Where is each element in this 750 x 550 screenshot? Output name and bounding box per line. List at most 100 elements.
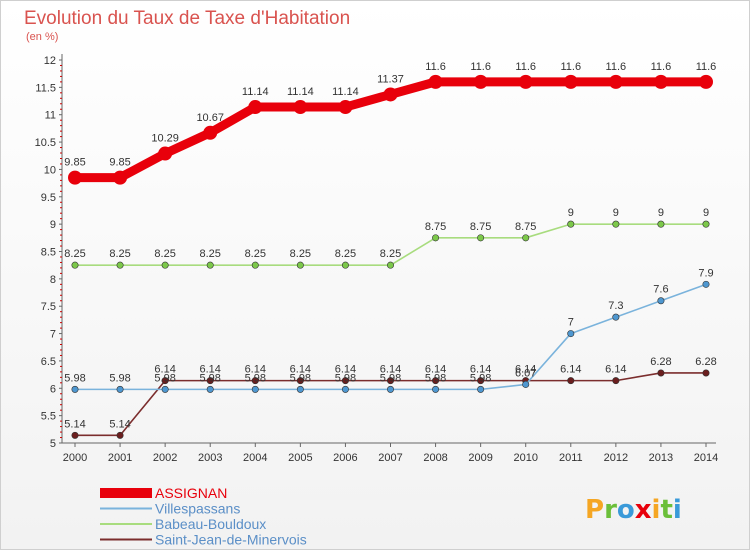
series-0-point <box>293 100 308 115</box>
series-2-point <box>567 220 575 228</box>
series-0-point <box>113 170 128 185</box>
chart-subtitle: (en %) <box>26 31 58 43</box>
series-1-data-label: 5.98 <box>470 372 491 384</box>
x-tick-label: 2014 <box>694 452 718 464</box>
x-tick-label: 2006 <box>333 452 357 464</box>
series-0-data-label: 11.6 <box>696 61 717 73</box>
y-tick-label: 9 <box>50 219 56 231</box>
series-1-point <box>702 280 710 288</box>
y-tick-label: 8 <box>50 274 56 286</box>
series-0-data-label: 11.6 <box>606 61 627 73</box>
series-3-point <box>296 377 304 385</box>
series-3-point <box>432 377 440 385</box>
series-1-data-label: 7.3 <box>608 300 623 312</box>
logo-letter: o <box>617 495 635 525</box>
series-2-point <box>161 261 169 269</box>
series-1-data-label: 5.98 <box>425 372 446 384</box>
series-2-data-label: 8.25 <box>290 248 311 260</box>
legend: ASSIGNANVillespassansBabeau-BouldouxSain… <box>100 485 307 548</box>
series-0-point <box>699 74 713 89</box>
series-2-data-label: 8.75 <box>515 221 536 233</box>
series-3-point <box>612 377 620 385</box>
series-0-point <box>473 74 488 89</box>
y-tick-label: 10.5 <box>35 137 56 149</box>
series-3-data-label: 6.14 <box>290 364 311 376</box>
series-0-point <box>203 125 218 140</box>
series-1-point <box>251 385 259 393</box>
series-1-point <box>386 385 394 393</box>
series-2-point <box>71 261 79 269</box>
series-0-data-label: 11.14 <box>332 86 359 98</box>
series-1-point <box>657 297 665 305</box>
series-2-point <box>206 261 214 269</box>
logo-letter: i <box>673 495 682 525</box>
series-2-data-label: 9 <box>658 207 664 219</box>
series-2-point <box>251 261 259 269</box>
legend-swatch <box>100 488 152 498</box>
x-tick-label: 2009 <box>468 452 492 464</box>
x-tick-label: 2011 <box>559 452 583 464</box>
series-3-point <box>206 377 214 385</box>
chart-title: Evolution du Taux de Taxe d'Habitation <box>24 8 350 29</box>
series-1-data-label: 5.98 <box>64 372 85 384</box>
y-axis-ticks: 5 5.5 6 6.5 7 7.5 8 8.5 9 9.5 10 10.5 11 11.5 12 <box>35 55 62 450</box>
logo-letter: r <box>604 495 617 525</box>
y-tick-label: 12 <box>44 55 56 67</box>
series-3-data-label: 6.14 <box>515 364 536 376</box>
series-0-point <box>518 74 533 89</box>
series-2-point <box>386 261 394 269</box>
series-3-data-label: 6.14 <box>560 364 581 376</box>
y-tick-label: 8.5 <box>41 247 56 259</box>
series-1-point <box>296 385 304 393</box>
series-2-data-label: 9 <box>613 207 619 219</box>
series-0-data-label: 10.29 <box>151 133 179 145</box>
series-0-point <box>158 146 173 161</box>
x-tick-label: 2007 <box>378 452 402 464</box>
series-3-data-label: 5.14 <box>109 418 130 430</box>
series-3-data-label: 6.14 <box>245 364 266 376</box>
legend-label: Saint-Jean-de-Minervois <box>155 532 307 548</box>
series-3-point <box>386 377 394 385</box>
series-0-point <box>68 170 82 185</box>
x-tick-label: 2013 <box>649 452 673 464</box>
data-labels: 5.14 5.14 6.14 6.14 6.14 6.14 6.14 6.14 6.14 6.14… <box>64 61 716 430</box>
series-2-data-label: 8.75 <box>470 221 491 233</box>
series-1-data-label: 5.98 <box>245 372 266 384</box>
legend-label: ASSIGNAN <box>155 485 227 501</box>
series-0-data-label: 11.37 <box>377 73 404 85</box>
series-0-point <box>563 74 578 89</box>
logo-letter: i <box>652 495 661 525</box>
series-2-point <box>612 220 620 228</box>
series-2-data-label: 8.25 <box>245 248 266 260</box>
series-0-data-label: 11.6 <box>651 61 672 73</box>
series-0-data-label: 11.14 <box>242 86 269 98</box>
series-1-point <box>522 380 530 388</box>
series-0-point <box>608 74 623 89</box>
series-0-data-label: 10.67 <box>196 112 224 124</box>
series-1-data-label: 7.6 <box>653 284 668 296</box>
x-tick-label: 2012 <box>604 452 628 464</box>
series-3-data-label: 6.14 <box>425 364 446 376</box>
series-1-data-label: 5.98 <box>380 372 401 384</box>
series-3-point <box>116 431 124 439</box>
series-0-data-label: 9.85 <box>64 157 85 169</box>
series-2-data-label: 8.25 <box>335 248 356 260</box>
series-3-data-label: 6.14 <box>380 364 401 376</box>
series-1-point <box>432 385 440 393</box>
series-2-data-label: 9 <box>703 207 709 219</box>
x-tick-label: 2001 <box>108 452 132 464</box>
x-tick-label: 2000 <box>63 452 87 464</box>
series-3-data-label: 6.14 <box>605 364 626 376</box>
series-2-data-label: 8.25 <box>109 248 130 260</box>
series-3-point <box>657 369 665 377</box>
x-tick-label: 2005 <box>288 452 312 464</box>
logo-letter: x <box>635 495 652 525</box>
series-1-data-label: 5.98 <box>290 372 311 384</box>
series-2-data-label: 8.25 <box>64 248 85 260</box>
series-0-data-label: 11.6 <box>470 61 491 73</box>
series-0-point <box>653 74 668 89</box>
series-1-data-label: 7 <box>568 317 574 329</box>
series-0-point <box>383 87 398 102</box>
